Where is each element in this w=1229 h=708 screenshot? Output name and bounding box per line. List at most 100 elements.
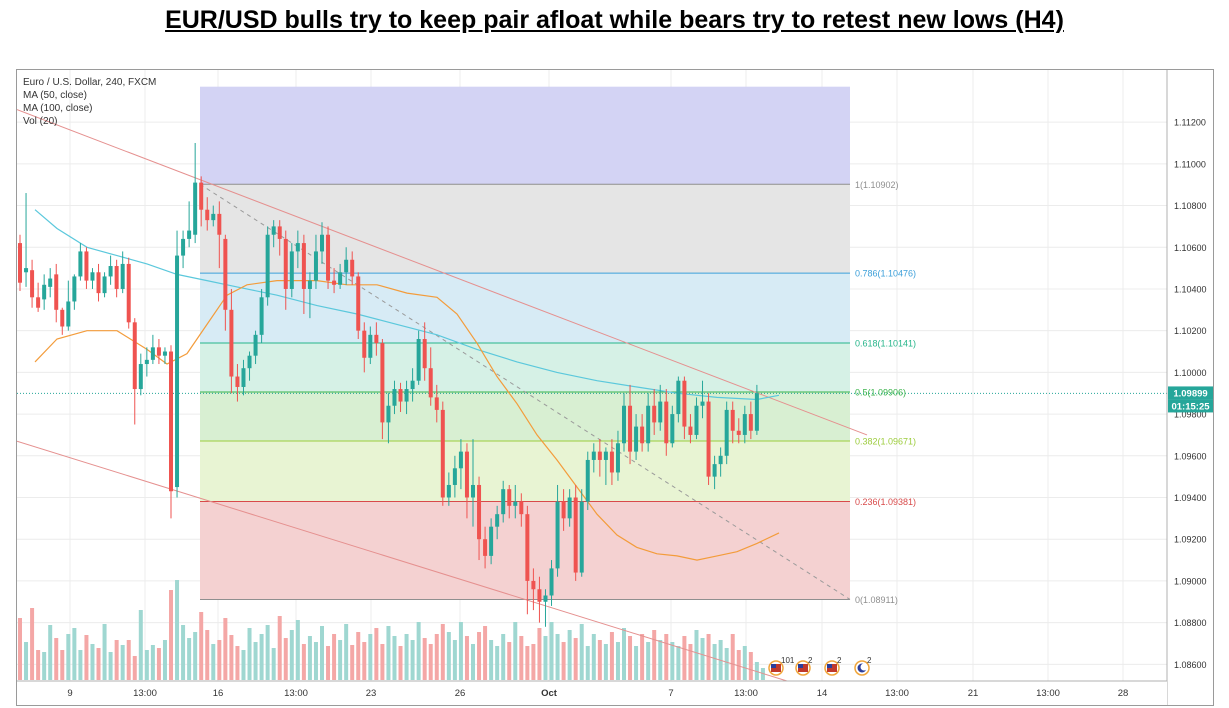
candle[interactable] xyxy=(156,339,161,365)
candle[interactable] xyxy=(477,476,482,561)
candle[interactable] xyxy=(682,376,687,440)
price-chart[interactable]: 1(1.10902) 0.786(1.10476) 0.618(1.10141) 0.… xyxy=(17,70,1213,705)
candle[interactable] xyxy=(265,226,270,306)
candle[interactable] xyxy=(404,380,409,415)
candle[interactable] xyxy=(694,397,699,440)
candle[interactable] xyxy=(754,384,759,435)
candle[interactable] xyxy=(712,455,717,490)
candle[interactable] xyxy=(301,234,306,314)
candle[interactable] xyxy=(591,443,596,473)
lower-channel-line[interactable] xyxy=(17,440,788,682)
candle[interactable] xyxy=(392,380,397,415)
candle[interactable] xyxy=(350,251,355,285)
candle[interactable] xyxy=(700,380,705,419)
candle[interactable] xyxy=(748,401,753,440)
candle[interactable] xyxy=(724,401,729,465)
candle[interactable] xyxy=(247,351,252,381)
candle[interactable] xyxy=(736,418,741,444)
candle[interactable] xyxy=(446,472,451,506)
candle[interactable] xyxy=(66,280,71,331)
candle[interactable] xyxy=(138,353,143,396)
candle[interactable] xyxy=(217,201,222,269)
candle[interactable] xyxy=(241,359,246,396)
candle[interactable] xyxy=(579,489,584,577)
candle[interactable] xyxy=(338,263,343,289)
candle[interactable] xyxy=(54,263,59,323)
candle[interactable] xyxy=(150,334,155,365)
candle[interactable] xyxy=(706,393,711,485)
candle[interactable] xyxy=(108,255,113,285)
candle[interactable] xyxy=(187,201,192,248)
candle[interactable] xyxy=(513,484,518,519)
candle[interactable] xyxy=(440,401,445,506)
candle[interactable] xyxy=(320,222,324,264)
candle[interactable] xyxy=(193,142,198,244)
event-marker[interactable]: 101 xyxy=(768,656,795,676)
candle[interactable] xyxy=(452,455,457,498)
candle[interactable] xyxy=(175,230,180,498)
candle[interactable] xyxy=(48,268,53,298)
candle[interactable] xyxy=(537,576,542,623)
candle[interactable] xyxy=(277,220,282,256)
candle[interactable] xyxy=(181,230,186,269)
candle[interactable] xyxy=(313,234,318,289)
candle[interactable] xyxy=(78,243,83,281)
legend-vol[interactable]: Vol (20) xyxy=(23,116,57,127)
candle[interactable] xyxy=(386,393,391,444)
candle[interactable] xyxy=(543,589,548,627)
candle[interactable] xyxy=(489,518,494,565)
candle[interactable] xyxy=(289,243,294,298)
candle[interactable] xyxy=(434,384,439,423)
candle[interactable] xyxy=(585,451,590,511)
candle[interactable] xyxy=(60,307,65,335)
candle[interactable] xyxy=(235,364,240,402)
candle[interactable] xyxy=(531,568,536,611)
candle[interactable] xyxy=(229,288,234,394)
candle[interactable] xyxy=(422,322,427,381)
candle[interactable] xyxy=(615,430,620,481)
candle[interactable] xyxy=(42,274,47,310)
candle[interactable] xyxy=(295,230,300,269)
candle[interactable] xyxy=(126,257,131,329)
upper-channel-line[interactable] xyxy=(17,109,868,436)
candle[interactable] xyxy=(567,489,572,527)
candle[interactable] xyxy=(555,484,560,577)
candle[interactable] xyxy=(18,234,22,292)
candle[interactable] xyxy=(640,414,645,452)
candle[interactable] xyxy=(307,272,312,319)
candle[interactable] xyxy=(144,347,149,377)
candle[interactable] xyxy=(483,526,488,569)
candle[interactable] xyxy=(458,439,463,490)
candle[interactable] xyxy=(72,274,77,310)
candle[interactable] xyxy=(628,384,633,465)
candle[interactable] xyxy=(30,259,35,308)
fib-trend-line[interactable] xyxy=(199,183,851,600)
candle[interactable] xyxy=(199,176,204,227)
candle[interactable] xyxy=(664,389,669,456)
legend-symbol[interactable]: Euro / U.S. Dollar, 240, FXCM xyxy=(23,77,156,88)
candle[interactable] xyxy=(730,401,735,444)
candle[interactable] xyxy=(658,384,663,431)
candle[interactable] xyxy=(380,339,385,440)
candle[interactable] xyxy=(652,389,657,435)
candle[interactable] xyxy=(24,193,29,287)
candle[interactable] xyxy=(646,393,651,452)
candle[interactable] xyxy=(259,288,264,344)
candle[interactable] xyxy=(688,414,693,444)
candle[interactable] xyxy=(36,282,41,312)
candle[interactable] xyxy=(416,330,421,385)
candle[interactable] xyxy=(344,247,349,285)
chart-frame[interactable]: 1(1.10902) 0.786(1.10476) 0.618(1.10141) 0.… xyxy=(16,69,1214,706)
candle[interactable] xyxy=(495,505,500,540)
candle[interactable] xyxy=(573,484,578,581)
candle[interactable] xyxy=(271,220,276,248)
candle[interactable] xyxy=(162,347,167,365)
candle[interactable] xyxy=(549,560,554,606)
candle[interactable] xyxy=(356,272,361,340)
candle[interactable] xyxy=(603,447,608,485)
candle[interactable] xyxy=(114,259,119,298)
candle[interactable] xyxy=(676,376,681,423)
candle[interactable] xyxy=(362,322,367,373)
candle[interactable] xyxy=(670,405,675,448)
candle[interactable] xyxy=(561,489,566,531)
